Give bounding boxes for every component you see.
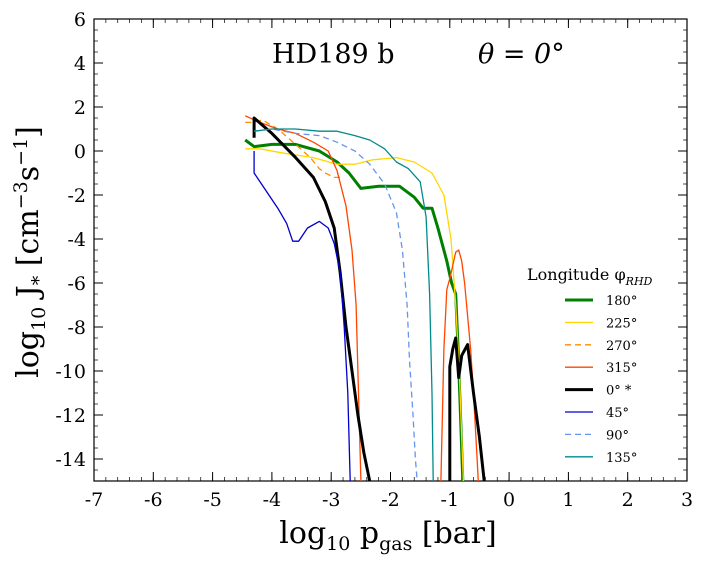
series-group <box>244 115 486 481</box>
x-tick-label: -5 <box>203 489 222 511</box>
x-tick-label: 3 <box>681 489 693 511</box>
legend-label: 270° <box>606 339 637 354</box>
series-line <box>448 336 486 481</box>
x-tick-label: 1 <box>562 489 574 511</box>
y-tick-label: -4 <box>67 229 86 251</box>
theta-annotation: θ = 0° <box>478 39 565 70</box>
y-tick-label: 4 <box>74 53 86 75</box>
chart-title: HD189 b <box>272 39 395 70</box>
series-line <box>252 116 372 481</box>
y-tick-label: 6 <box>74 9 86 31</box>
legend-label: 225° <box>606 316 637 331</box>
series-line <box>254 128 434 481</box>
x-tick-label: -4 <box>263 489 282 511</box>
legend-label: 0° * <box>606 384 632 399</box>
legend-label: 180° <box>606 294 637 309</box>
x-tick-label: -3 <box>322 489 341 511</box>
series-line <box>254 128 418 481</box>
series-line <box>253 151 351 481</box>
legend-label: 45° <box>606 406 629 421</box>
legend-label: 135° <box>606 451 637 466</box>
x-axis-label: log10 pgas [bar] <box>279 516 496 555</box>
legend: Longitude φRHD 180° 225° 270° 315° 0° * 45° 90… <box>527 265 653 466</box>
y-tick-label: -6 <box>67 273 86 295</box>
x-tick-label: 2 <box>622 489 634 511</box>
plot-frame <box>93 18 688 482</box>
x-tick-label: 0 <box>503 489 515 511</box>
y-tick-label: -8 <box>67 317 86 339</box>
x-tick-label: -2 <box>381 489 400 511</box>
y-tick-label: -12 <box>55 405 86 427</box>
y-tick-label: -14 <box>55 449 86 471</box>
y-tick-label: -2 <box>67 185 86 207</box>
legend-label: 315° <box>606 361 637 376</box>
series-line <box>440 249 479 481</box>
legend-title: Longitude φRHD <box>527 265 653 288</box>
y-tick-label: 0 <box>74 141 86 163</box>
y-axis-label: log10 J* [cm−3s−1] <box>10 126 50 378</box>
legend-label: 90° <box>606 428 629 443</box>
x-tick-label: -1 <box>441 489 460 511</box>
x-tick-label: -7 <box>85 489 104 511</box>
y-tick-label: -10 <box>55 361 86 383</box>
x-tick-label: -6 <box>144 489 163 511</box>
y-tick-label: 2 <box>74 97 86 119</box>
series-line <box>245 148 465 481</box>
